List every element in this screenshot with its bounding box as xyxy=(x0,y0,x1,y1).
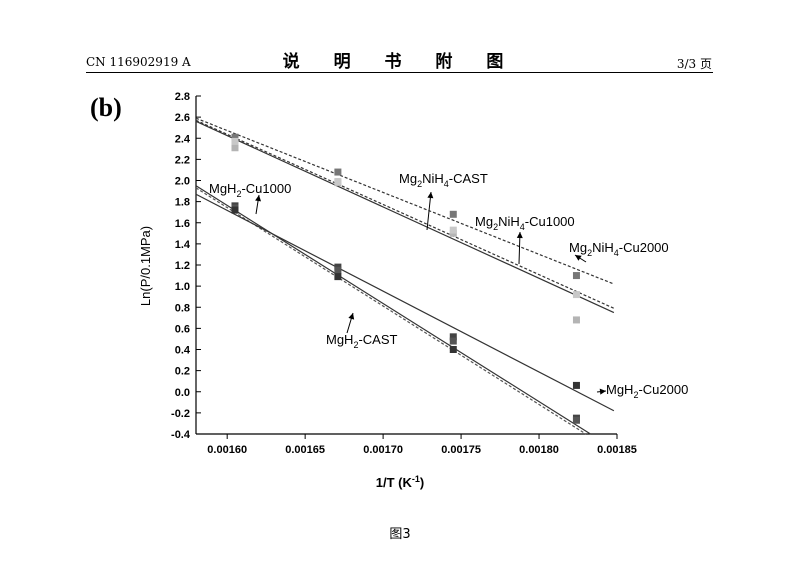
y-tick-label: 0.2 xyxy=(175,366,190,378)
y-tick-label: -0.2 xyxy=(171,408,190,420)
series-label-5: MgH2-Cu2000 xyxy=(606,382,688,400)
marker-1-0 xyxy=(231,144,239,152)
series-label-3: MgH2-CAST xyxy=(326,332,398,350)
fit-line-3 xyxy=(195,185,591,435)
axes: -0.4 -0.2 0.0 0.2 0.4 0.6 0.8 1.0 1.2 1.4 1.6 1.8 2.… xyxy=(171,91,637,456)
marker-5-0 xyxy=(231,206,239,214)
fit-line-2 xyxy=(195,117,615,285)
x-tick-label: 0.00175 xyxy=(441,444,481,456)
fit-line-0 xyxy=(195,120,615,314)
annotation-arrowhead-4 xyxy=(255,195,262,202)
annotation-arrowhead-3 xyxy=(348,313,355,320)
y-tick-label: 2.0 xyxy=(175,176,190,188)
marker-1-3 xyxy=(572,316,580,324)
marker-0-1 xyxy=(334,168,342,176)
annotation-arrowhead-5 xyxy=(599,388,606,395)
y-tick-label: 1.0 xyxy=(175,281,190,293)
marker-0-3 xyxy=(572,272,580,280)
marker-4-3 xyxy=(572,416,580,424)
y-tick-label: 0.4 xyxy=(175,345,191,357)
series-labels: Mg2NiH4-CAST Mg2NiH4-Cu1000 Mg2NiH4-Cu2000… xyxy=(209,171,688,400)
x-axis-label-main: 1/T (K xyxy=(376,475,413,490)
y-axis-label: Ln(P/0.1MPa) xyxy=(138,226,153,306)
y-tick-label: 0.6 xyxy=(175,323,190,335)
marker-5-2 xyxy=(449,346,457,353)
page-number: 3/3 页 xyxy=(676,57,712,71)
marker-2-0 xyxy=(231,137,239,145)
series-label-1: Mg2NiH4-Cu1000 xyxy=(475,214,575,232)
x-tick-label: 0.00185 xyxy=(597,444,637,456)
y-tick-label: 2.6 xyxy=(175,112,190,124)
fit-line-4 xyxy=(195,187,587,435)
marker-5-3 xyxy=(572,381,580,389)
y-tick-label: 2.8 xyxy=(175,91,190,103)
annotation-arrowhead-0 xyxy=(427,192,434,199)
marker-2-2 xyxy=(449,226,457,234)
y-tick-label: 0.8 xyxy=(175,302,190,314)
fit-line-1 xyxy=(195,119,615,309)
series-label-2: Mg2NiH4-Cu2000 xyxy=(569,240,669,258)
figure-caption: 图3 xyxy=(389,527,411,542)
marker-0-0 xyxy=(231,133,239,141)
marker-0-2 xyxy=(449,210,457,218)
annotation-arrow-0 xyxy=(426,191,432,231)
marker-3-2 xyxy=(449,333,457,341)
x-tick-label: 0.00170 xyxy=(363,444,403,456)
y-tick-label: 0.0 xyxy=(175,387,190,399)
data-markers xyxy=(231,133,580,424)
x-tick-label: 0.00160 xyxy=(207,444,247,456)
fit-line-5 xyxy=(195,193,615,412)
series-label-0: Mg2NiH4-CAST xyxy=(399,171,488,189)
marker-4-1 xyxy=(334,266,342,274)
marker-2-1 xyxy=(334,178,342,186)
patent-number: CN 116902919 A xyxy=(86,55,191,69)
header-rule xyxy=(86,72,713,73)
annotation-arrowhead-1 xyxy=(516,232,523,239)
x-axis-label-close: ) xyxy=(420,475,424,490)
series-label-4: MgH2-Cu1000 xyxy=(209,181,291,199)
x-tick-label: 0.00180 xyxy=(519,444,559,456)
y-tick-label: 1.6 xyxy=(175,218,190,230)
y-tick-label: 1.8 xyxy=(175,197,190,209)
marker-2-3 xyxy=(572,291,580,299)
panel-label: (b) xyxy=(90,93,122,122)
y-tick-label: 2.4 xyxy=(175,133,191,145)
y-tick-label: 1.2 xyxy=(175,260,190,272)
marker-5-1 xyxy=(334,273,342,281)
x-axis-label: 1/T (K-1) xyxy=(376,474,424,490)
annotation-arrowhead-2 xyxy=(575,255,582,261)
y-tick-label: -0.4 xyxy=(171,429,191,441)
fit-lines xyxy=(195,117,615,435)
y-tick-label: 1.4 xyxy=(175,239,191,251)
y-tick-label: 2.2 xyxy=(175,154,190,166)
section-title: 说 明 书 附 图 xyxy=(282,52,518,72)
x-tick-label: 0.00165 xyxy=(285,444,325,456)
x-axis-label-sup: -1 xyxy=(412,474,420,484)
marker-4-2 xyxy=(449,337,457,345)
